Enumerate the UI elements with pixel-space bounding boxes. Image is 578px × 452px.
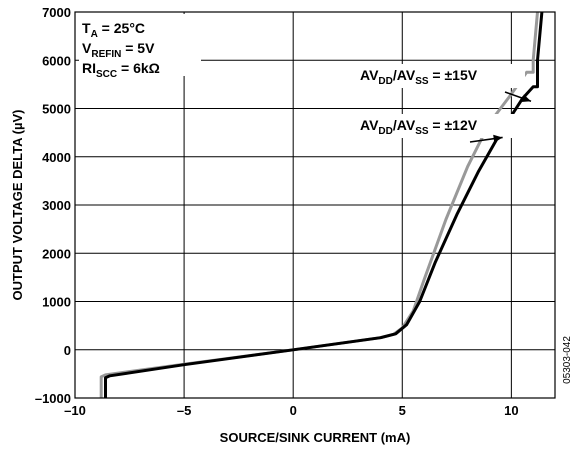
condition-text: VREFIN = 5V	[82, 40, 155, 60]
arrow-head-icon	[493, 134, 503, 143]
y-tick-label: 7000	[42, 5, 71, 20]
y-tick-label: 2000	[42, 246, 71, 261]
x-tick-label: 5	[399, 403, 406, 418]
series-labels: AVDD/AVSS = ±15V AVDD/AVSS = ±12V	[357, 64, 532, 143]
x-tick-label: 0	[290, 403, 297, 418]
y-tick-label: 0	[64, 343, 71, 358]
x-axis-title: SOURCE/SINK CURRENT (mA)	[220, 430, 411, 445]
y-tick-label: 6000	[42, 53, 71, 68]
series-label-2: AVDD/AVSS = ±12V	[360, 117, 478, 137]
plot-frame	[74, 11, 556, 399]
x-tick-label: –5	[177, 403, 191, 418]
y-tick-label: 5000	[42, 102, 71, 117]
series-line-2	[104, 11, 544, 398]
y-tick-label: –1000	[35, 391, 71, 406]
series-layer	[99, 11, 544, 398]
condition-text: TA = 25°C	[82, 20, 145, 40]
y-tick-label: 3000	[42, 198, 71, 213]
series-label-background	[357, 64, 525, 88]
x-tick-label: 10	[504, 403, 518, 418]
series-label-1: AVDD/AVSS = ±15V	[360, 67, 478, 87]
x-tick-label: –10	[64, 403, 86, 418]
figure-id: 05303-042	[562, 336, 573, 384]
tick-labels: –10 –5 0 5 10 –1000 0 1000 2000 3000 4000 5000 6000 7…	[35, 5, 519, 418]
conditions-background	[79, 14, 201, 76]
condition-text: RISCC = 6kΩ	[82, 60, 160, 80]
y-tick-label: 4000	[42, 150, 71, 165]
y-tick-label: 1000	[42, 295, 71, 310]
arrow-head-icon	[521, 94, 531, 103]
series-label-background	[357, 114, 525, 138]
y-axis-title: OUTPUT VOLTAGE DELTA (µV)	[10, 110, 25, 301]
